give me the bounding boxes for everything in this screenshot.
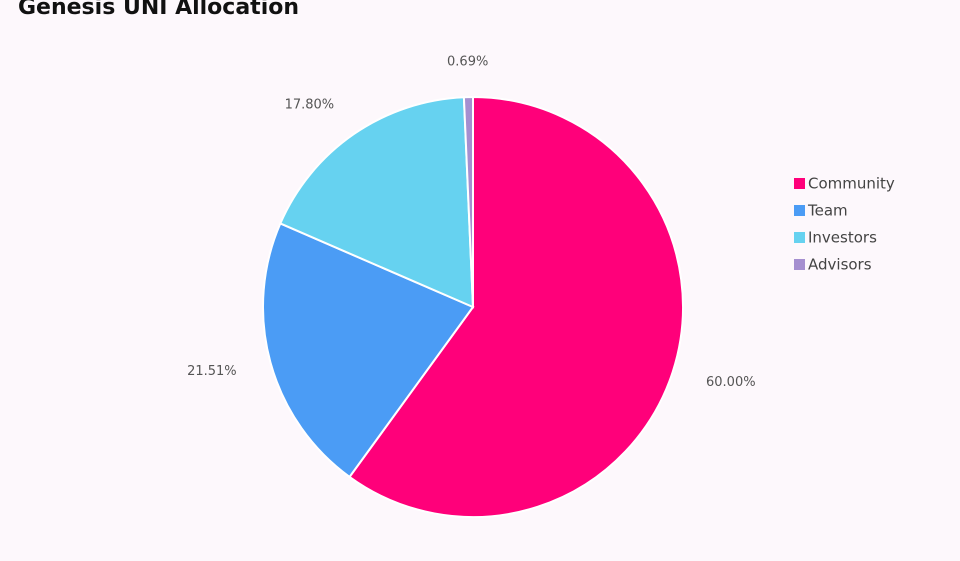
pie-slice — [262, 222, 475, 479]
legend-swatch — [794, 178, 805, 189]
legend-label: Community — [808, 175, 895, 193]
legend-label: Team — [807, 202, 848, 220]
legend-swatch — [794, 232, 805, 243]
value-label: 0.69% — [447, 55, 488, 70]
legend-label: Advisors — [808, 256, 872, 274]
chart-title: Genesis UNI Allocation — [18, 0, 299, 20]
value-label: 21.51% — [187, 364, 237, 379]
value-label: 60.00% — [706, 375, 756, 390]
legend-swatch — [794, 259, 805, 270]
legend-label: Investors — [808, 229, 877, 247]
pie-slice — [462, 95, 474, 308]
value-label: 17.80% — [285, 98, 335, 113]
pie-slice — [348, 95, 684, 518]
pie-slice — [279, 96, 475, 309]
legend-swatch — [794, 205, 805, 216]
